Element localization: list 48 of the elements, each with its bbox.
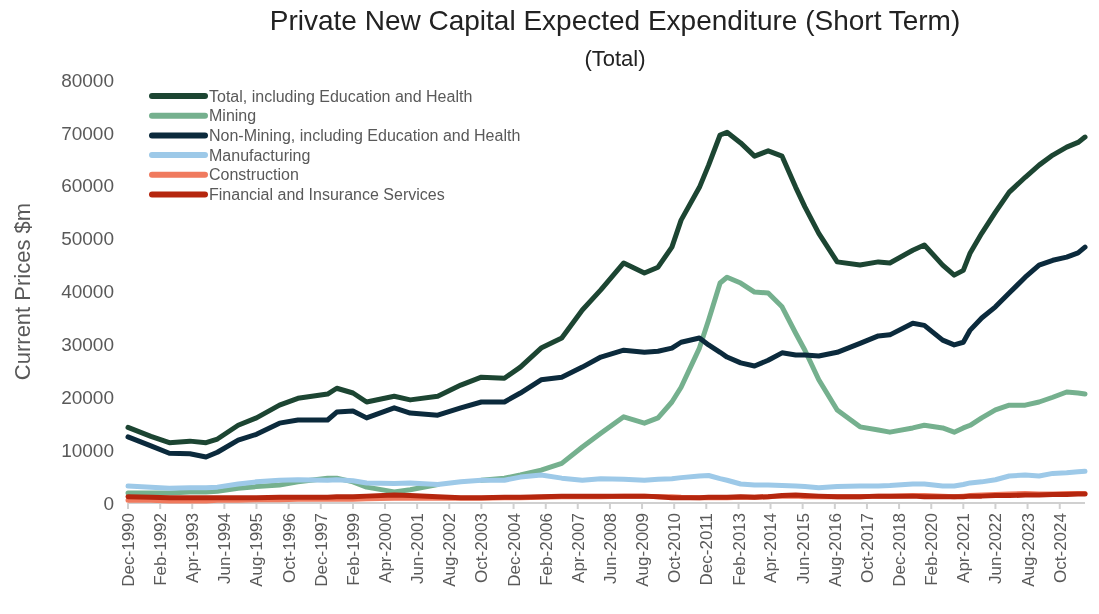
y-tick-label: 80000	[61, 69, 114, 91]
legend-label: Mining	[209, 107, 257, 125]
x-tick-label: Dec-1997	[311, 513, 331, 587]
chart-title: Private New Capital Expected Expenditure (Short Term)	[269, 5, 961, 36]
x-tick-label: Jun-2001	[408, 513, 428, 584]
y-tick-label: 40000	[61, 281, 114, 303]
y-tick-label: 50000	[61, 228, 114, 250]
x-tick-label: Aug-2016	[825, 513, 845, 587]
x-tick-label: Oct-2003	[472, 513, 492, 583]
x-tick-label: Jun-2015	[793, 513, 813, 584]
y-tick-label: 30000	[61, 334, 114, 356]
x-tick-label: Feb-2013	[729, 513, 749, 586]
x-tick-label: Apr-1993	[183, 513, 203, 583]
x-tick-label: Apr-2014	[761, 513, 781, 583]
y-tick-label: 20000	[61, 386, 114, 408]
y-tick-label: 0	[103, 492, 114, 514]
x-tick-label: Feb-2020	[922, 513, 942, 586]
x-tick-label: Oct-1996	[279, 513, 299, 583]
legend-label: Financial and Insurance Services	[209, 186, 445, 204]
x-tick-label: Dec-1990	[118, 513, 138, 587]
x-tick-label: Dec-2004	[504, 513, 524, 587]
legend-label: Non-Mining, including Education and Health	[209, 127, 521, 144]
legend-label: Manufacturing	[209, 146, 311, 164]
x-tick-label: Jun-2022	[986, 513, 1006, 584]
x-tick-label: Oct-2010	[665, 513, 685, 583]
x-tick-label: Oct-2024	[1050, 513, 1070, 583]
y-axis-title: Current Prices $m	[10, 202, 35, 381]
legend-label: Total, including Education and Health	[209, 87, 473, 105]
x-tick-label: Jun-2008	[600, 513, 620, 584]
y-tick-label: 60000	[61, 175, 114, 197]
y-tick-label: 10000	[61, 439, 114, 461]
x-tick-label: Feb-2006	[536, 513, 556, 586]
x-tick-label: Feb-1992	[151, 513, 171, 586]
x-tick-label: Aug-2009	[633, 513, 652, 587]
x-tick-label: Dec-2011	[697, 513, 717, 586]
x-tick-label: Apr-2021	[954, 513, 974, 583]
chart-subtitle: (Total)	[584, 46, 646, 71]
legend-label: Construction	[209, 166, 299, 184]
x-tick-label: Apr-2007	[568, 513, 588, 583]
x-tick-label: Aug-2023	[1018, 513, 1038, 587]
y-tick-label: 70000	[61, 122, 114, 144]
x-tick-label: Dec-2018	[890, 513, 910, 587]
x-tick-label: Aug-1995	[247, 513, 267, 587]
x-tick-label: Oct-2017	[857, 513, 877, 583]
x-tick-label: Feb-1999	[343, 513, 363, 586]
x-tick-label: Aug-2002	[440, 513, 460, 587]
x-tick-label: Jun-1994	[215, 513, 235, 584]
x-tick-label: Apr-2000	[375, 513, 395, 583]
